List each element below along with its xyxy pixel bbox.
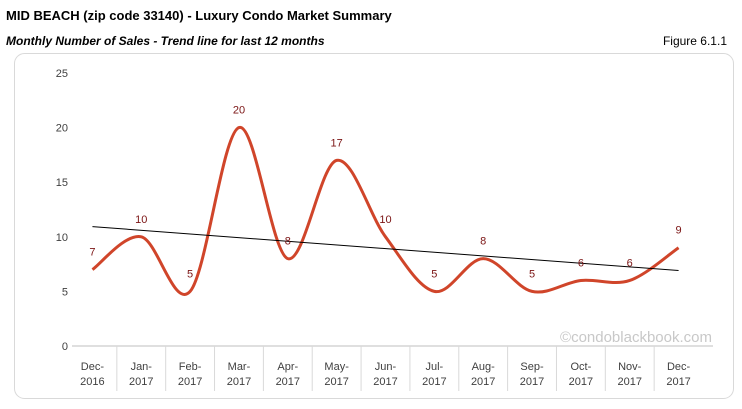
value-label: 5 (529, 268, 535, 280)
x-tick-label: Apr-2017 (276, 361, 300, 388)
x-tick-label: Jul-2017 (422, 361, 446, 388)
plot-panel (14, 53, 734, 399)
x-tick-label: Feb-2017 (178, 361, 202, 388)
value-label: 5 (187, 268, 193, 280)
value-label: 10 (379, 214, 391, 226)
series-line (91, 126, 680, 296)
value-label: 8 (285, 236, 291, 248)
value-label: 6 (627, 257, 633, 269)
x-tick-label: Dec-2016 (80, 361, 104, 388)
chart-title: MID BEACH (zip code 33140) - Luxury Cond… (6, 8, 393, 23)
x-tick-label: Dec-2017 (666, 361, 690, 388)
y-tick-label: 20 (56, 123, 68, 135)
watermark: ©condoblackbook.com (560, 329, 712, 346)
x-tick-label: Nov-2017 (617, 361, 641, 388)
chart-subtitle: Monthly Number of Sales - Trend line for… (6, 34, 325, 48)
value-label: 5 (431, 268, 437, 280)
y-tick-label: 5 (62, 286, 68, 298)
value-label: 8 (480, 236, 486, 248)
y-tick-label: 25 (56, 68, 68, 80)
trend-line (92, 226, 679, 272)
value-label: 7 (89, 247, 95, 259)
x-tick-label: Mar-2017 (227, 361, 251, 388)
y-tick-label: 0 (62, 341, 68, 353)
x-tick-label: Jun-2017 (373, 361, 397, 388)
y-tick-label: 10 (56, 232, 68, 244)
x-tick-label: May-2017 (324, 361, 349, 388)
value-label: 20 (233, 105, 245, 117)
x-tick-label: Oct-2017 (569, 361, 593, 388)
x-tick-label: Jan-2017 (129, 361, 153, 388)
figure-label: Figure 6.1.1 (663, 34, 727, 48)
value-label: 6 (578, 257, 584, 269)
value-label: 10 (135, 214, 147, 226)
x-tick-label: Aug-2017 (471, 361, 495, 388)
value-label: 9 (676, 225, 682, 237)
x-tick-label: Sep-2017 (520, 361, 544, 388)
y-tick-label: 15 (56, 177, 68, 189)
value-label: 17 (331, 137, 343, 149)
